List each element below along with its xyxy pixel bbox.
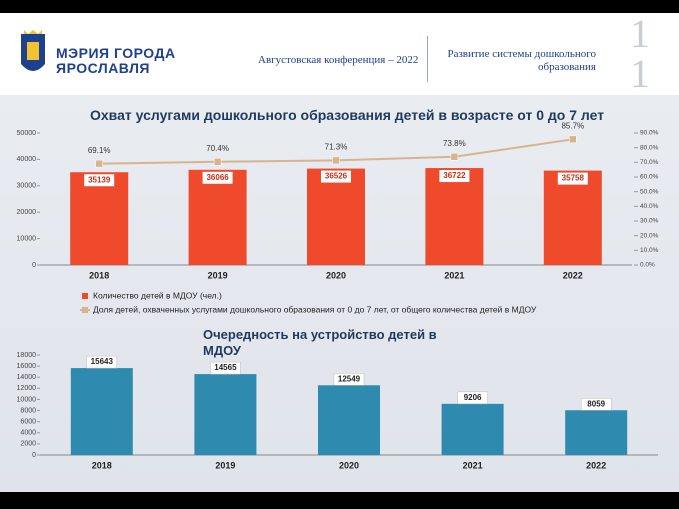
y2-tick-label: 90.0%	[640, 130, 659, 137]
legend-marker	[82, 307, 88, 313]
x-tick-label: 2020	[339, 460, 359, 470]
value-label: 36526	[325, 172, 348, 181]
marker	[213, 157, 222, 166]
conference: Августовская конференция – 2022	[258, 54, 419, 66]
y-tick-label: 50000	[17, 130, 37, 137]
value-label: 35758	[562, 174, 585, 183]
bar	[70, 172, 129, 265]
y-tick-label: 0	[32, 452, 36, 459]
marker	[332, 156, 340, 165]
y-tick-label: 2000	[20, 441, 36, 448]
chart-title: Охват услугами дошкольного образования д…	[90, 107, 605, 123]
bar	[425, 168, 484, 265]
y2-tick-label: 20.0%	[640, 232, 659, 239]
legend-marker	[82, 293, 88, 299]
y-tick-label: 10000	[17, 235, 37, 242]
value-label: 36066	[206, 173, 229, 182]
bar	[441, 403, 504, 455]
value-label-box	[84, 174, 115, 187]
x-tick-label: 2020	[326, 270, 346, 280]
marker	[450, 153, 459, 161]
y2-tick-label: 40.0%	[640, 203, 659, 210]
x-tick-label: 2019	[215, 460, 235, 470]
x-tick-label: 2022	[586, 460, 606, 470]
y-tick-label: 8000	[20, 407, 36, 414]
y2-tick-label: 80.0%	[640, 144, 659, 151]
value-label-box	[86, 355, 118, 369]
bottom-bar	[0, 492, 679, 509]
x-tick-label: 2021	[444, 270, 464, 280]
value-label-box	[333, 373, 365, 386]
y-tick-label: 10000	[17, 396, 37, 403]
y-tick-label: 0	[32, 262, 36, 269]
value-label-box	[580, 397, 612, 411]
divider	[427, 36, 428, 82]
value-label: 14565	[214, 363, 237, 372]
y-tick-label: 40000	[17, 156, 37, 163]
y2-tick-label: 10.0%	[640, 247, 659, 254]
page-number: 11	[630, 11, 650, 96]
value-label: 73.8%	[443, 139, 466, 148]
value-label: 35139	[88, 175, 111, 184]
marker	[95, 159, 103, 168]
top-bar	[0, 0, 679, 13]
y-tick-label: 18000	[17, 352, 37, 359]
x-tick-label: 2018	[92, 460, 112, 470]
value-label-box	[210, 361, 241, 375]
y2-tick-label: 70.0%	[640, 159, 659, 166]
value-label-box	[321, 170, 351, 183]
value-label: 9206	[464, 393, 482, 402]
y-tick-label: 30000	[17, 183, 37, 190]
value-label: 85.7%	[561, 121, 584, 130]
y2-tick-label: 50.0%	[640, 188, 659, 195]
value-label: 69.1%	[88, 146, 111, 155]
bar	[70, 368, 133, 455]
bar	[194, 374, 257, 455]
value-label: 8059	[587, 399, 605, 408]
y2-tick-label: 30.0%	[640, 218, 659, 225]
x-tick-label: 2022	[563, 270, 583, 280]
value-label-box	[439, 170, 470, 183]
legend-label: Доля детей, охваченных услугами дошкольн…	[93, 304, 537, 314]
org-name-line: МЭРИЯ ГОРОДА	[56, 45, 176, 61]
topic: Развитие системы дошкольного образования	[447, 48, 596, 73]
org-name: МЭРИЯ ГОРОДА ЯРОСЛАВЛЯ	[56, 46, 176, 76]
legend-label: Количество детей в МДОУ (чел.)	[93, 290, 222, 300]
logo	[21, 30, 45, 71]
bar	[318, 385, 380, 455]
org-name-line: ЯРОСЛАВЛЯ	[56, 60, 150, 76]
value-label-box	[202, 171, 233, 184]
chart-title: Очередность на устройство детей в МДОУ	[203, 327, 437, 358]
y-tick-label: 20000	[17, 209, 37, 216]
y-tick-label: 12000	[17, 385, 37, 392]
bar	[307, 168, 365, 265]
y-tick-label: 16000	[17, 363, 37, 370]
value-label-box	[557, 172, 588, 185]
value-label: 70.4%	[206, 144, 229, 153]
bar	[543, 170, 602, 265]
bar	[188, 169, 247, 265]
value-label-box	[457, 391, 488, 405]
y-tick-label: 4000	[20, 430, 36, 437]
y2-tick-label: 60.0%	[640, 174, 659, 181]
value-label: 36722	[443, 171, 466, 180]
value-label: 71.3%	[325, 143, 348, 152]
x-tick-label: 2021	[463, 460, 483, 470]
y-tick-label: 14000	[17, 374, 37, 381]
marker	[569, 135, 577, 144]
y2-tick-label: 0.0%	[640, 262, 655, 269]
y-tick-label: 6000	[20, 419, 36, 426]
value-label: 15643	[91, 357, 114, 366]
x-tick-label: 2019	[208, 270, 228, 280]
bar	[565, 410, 628, 455]
value-label: 12549	[338, 374, 361, 383]
x-tick-label: 2018	[89, 270, 109, 280]
